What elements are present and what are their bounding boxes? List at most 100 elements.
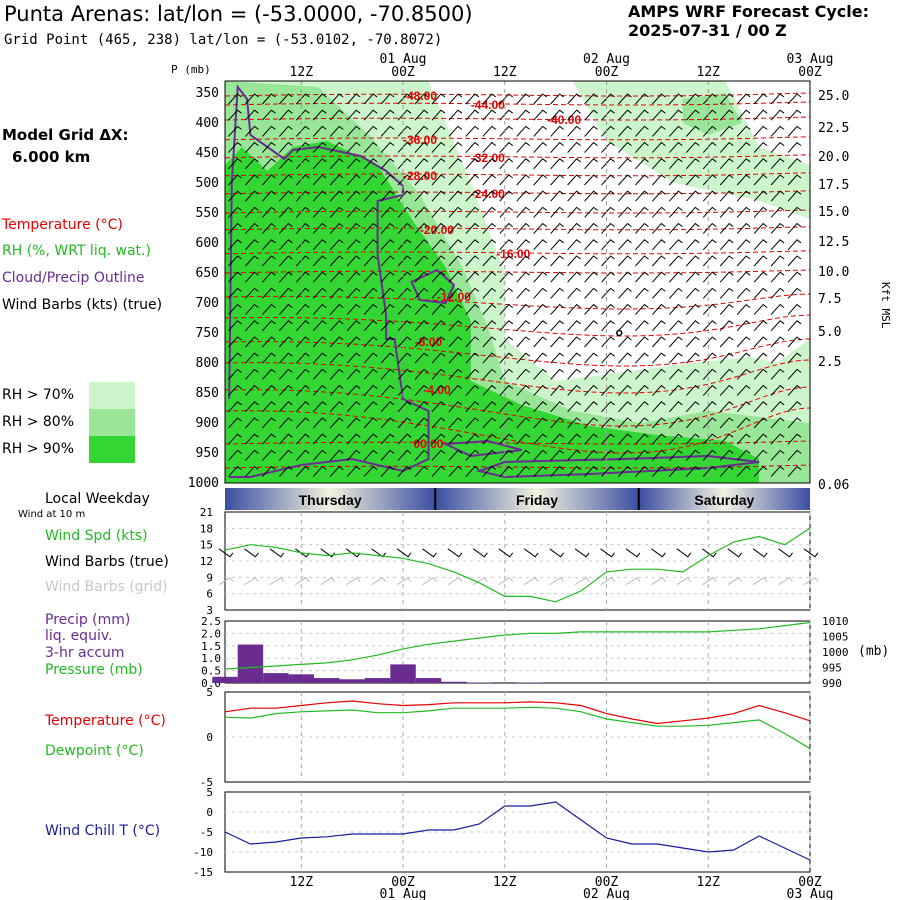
wind-barb bbox=[736, 417, 751, 429]
wind-barb bbox=[329, 449, 344, 461]
wind-barb bbox=[668, 433, 683, 445]
wind-barb bbox=[312, 417, 327, 429]
wind-barb bbox=[346, 271, 361, 283]
wind-barb bbox=[414, 239, 429, 251]
wind-barb bbox=[431, 141, 446, 153]
wind-barb bbox=[753, 320, 768, 332]
wind-barb bbox=[567, 206, 581, 218]
precip-bar bbox=[263, 673, 289, 683]
windchill-tick-label: -5 bbox=[200, 826, 213, 839]
rh90-region bbox=[225, 141, 760, 483]
wind-barb bbox=[380, 271, 395, 283]
wind-barb bbox=[753, 125, 768, 137]
wind-barb bbox=[431, 417, 446, 429]
wind-barb bbox=[550, 255, 564, 267]
wind-barb bbox=[346, 239, 361, 251]
wind-barb bbox=[736, 255, 751, 267]
wind-barb bbox=[380, 239, 395, 251]
wind-barb bbox=[533, 158, 547, 170]
wind-barb bbox=[652, 125, 666, 137]
wind-barb bbox=[431, 384, 446, 396]
wind-barb bbox=[770, 271, 785, 283]
wind-barb bbox=[380, 174, 395, 186]
cloud-outline-main bbox=[228, 84, 430, 478]
wind-barb bbox=[312, 320, 327, 332]
wind-barb bbox=[397, 336, 412, 348]
wind-barb bbox=[719, 239, 734, 251]
wind-barb bbox=[770, 174, 785, 186]
wind-barb bbox=[652, 368, 666, 380]
wind-barb bbox=[753, 303, 768, 315]
wind-barb bbox=[601, 158, 615, 170]
wind-barb bbox=[567, 401, 581, 413]
wind-barb bbox=[346, 303, 361, 315]
isotherm-label: -36.00 bbox=[403, 133, 437, 147]
wind-tick-label: 12 bbox=[200, 555, 213, 568]
wind-barb bbox=[668, 158, 683, 170]
wind-barb bbox=[685, 158, 700, 170]
bottom-time-label: 12Z bbox=[493, 875, 517, 890]
wind-barb bbox=[787, 320, 802, 332]
wind-barb bbox=[329, 255, 344, 267]
temp-tick-label: 0 bbox=[206, 731, 213, 744]
wind-barb bbox=[245, 93, 259, 105]
wind-barb bbox=[414, 433, 429, 445]
wind-barb bbox=[635, 352, 649, 364]
wind-barb bbox=[584, 190, 598, 202]
wind-barb bbox=[516, 206, 531, 218]
pressure-tick-label: 650 bbox=[196, 266, 219, 281]
wind-barb bbox=[346, 190, 361, 202]
wind-barb bbox=[736, 109, 751, 121]
wind-barb bbox=[719, 417, 734, 429]
wind-barb bbox=[482, 174, 497, 186]
wind-barb bbox=[228, 352, 242, 364]
wind-barb bbox=[228, 125, 242, 137]
wind-barb bbox=[618, 287, 632, 299]
wind-barb bbox=[245, 125, 259, 137]
precip-tick-label: 1.5 bbox=[201, 640, 221, 653]
wind-barb bbox=[465, 271, 480, 283]
wind-barb bbox=[652, 93, 666, 105]
legend-rh80-swatch bbox=[89, 409, 135, 436]
rh70-upper-region bbox=[572, 81, 810, 219]
isotherm-label: -28.00 bbox=[403, 169, 437, 183]
wind-barb bbox=[414, 449, 429, 461]
wind-barb bbox=[346, 336, 361, 348]
wind-barb bbox=[465, 109, 480, 121]
wind-barb bbox=[380, 93, 395, 105]
wind-barb bbox=[499, 303, 514, 315]
wind-barb bbox=[668, 320, 683, 332]
wind-barb bbox=[278, 125, 293, 137]
wind-barb bbox=[702, 320, 717, 332]
wind-barb bbox=[516, 125, 531, 137]
pressure-tick-label: 950 bbox=[196, 446, 219, 461]
wind-barb bbox=[770, 384, 785, 396]
wind-barb bbox=[499, 271, 514, 283]
wind-barb bbox=[465, 206, 480, 218]
wind-barb bbox=[329, 141, 344, 153]
wind-barb bbox=[719, 433, 734, 445]
wind-barb bbox=[380, 433, 395, 445]
wind-barb bbox=[228, 141, 242, 153]
wind-barb bbox=[567, 336, 581, 348]
wind-barb bbox=[550, 465, 564, 477]
wind-barb bbox=[736, 401, 751, 413]
wind-barb bbox=[499, 287, 514, 299]
bottom-time-label: 00Z bbox=[595, 875, 619, 890]
wind-barb bbox=[397, 174, 412, 186]
wind-barb bbox=[363, 384, 378, 396]
wind-barb bbox=[329, 239, 344, 251]
wind-barb bbox=[584, 255, 598, 267]
wind-barb bbox=[685, 141, 700, 153]
wind-barb bbox=[753, 206, 768, 218]
wind-barb-grid bbox=[574, 577, 590, 586]
windchill-panel-frame bbox=[224, 791, 811, 873]
wind-barb bbox=[397, 401, 412, 413]
wind-barb bbox=[380, 368, 395, 380]
wind-barb bbox=[465, 287, 480, 299]
wind-barb bbox=[618, 303, 632, 315]
wind-barb bbox=[431, 401, 446, 413]
pressure-tick-label: 900 bbox=[196, 416, 219, 431]
wind-barb bbox=[278, 190, 293, 202]
bottom-time-label: 00Z bbox=[798, 875, 822, 890]
